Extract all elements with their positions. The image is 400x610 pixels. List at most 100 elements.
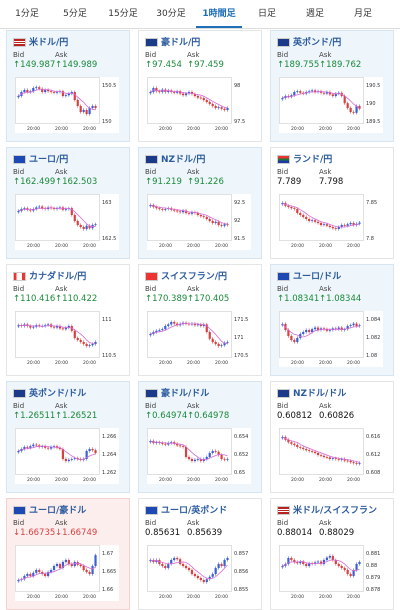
pair-card[interactable]: 英ポンド/円 Bid Ask ↑189.755 ↑189.762 190.5 190 189.… bbox=[270, 30, 394, 142]
pair-title[interactable]: ユーロ/円 bbox=[13, 152, 125, 165]
tab-7[interactable]: 月足 bbox=[353, 9, 372, 19]
price-chart[interactable]: 0.654 0.652 0.65 20:00 20:00 20:00 bbox=[147, 428, 251, 484]
pair-name[interactable]: 豪ドル/ドル bbox=[161, 389, 210, 399]
pair-title[interactable]: 米ドル/スイスフラン bbox=[277, 503, 389, 516]
pair-name[interactable]: NZドル/円 bbox=[161, 155, 206, 165]
candle-body bbox=[319, 223, 323, 225]
pair-name[interactable]: 米ドル/スイスフラン bbox=[293, 506, 378, 516]
candle-body bbox=[70, 92, 73, 94]
moving-average-line bbox=[18, 445, 96, 460]
pair-name[interactable]: NZドル/ドル bbox=[293, 389, 347, 399]
pair-name[interactable]: カナダドル/円 bbox=[29, 272, 87, 282]
tab-1[interactable]: 5分足 bbox=[63, 9, 87, 19]
price-chart[interactable]: 0.616 0.612 0.608 20:00 20:00 20:00 bbox=[279, 428, 383, 484]
eu-flag-icon bbox=[13, 506, 26, 515]
pair-title[interactable]: NZドル/ドル bbox=[277, 386, 389, 399]
pair-card[interactable]: NZドル/円 Bid Ask ↑91.219 ↑91.226 92.5 92 91.5 20:0… bbox=[138, 147, 262, 259]
pair-card[interactable]: 豪ドル/ドル Bid Ask ↑0.64974 ↑0.64978 0.654 0.652 0.… bbox=[138, 381, 262, 493]
bid-value: ↑91.219 bbox=[145, 177, 182, 187]
pair-title[interactable]: 英ポンド/円 bbox=[277, 35, 389, 48]
pair-title[interactable]: ランド/円 bbox=[277, 152, 389, 165]
candle-body bbox=[58, 207, 62, 209]
pair-name[interactable]: ランド/円 bbox=[293, 155, 333, 165]
price-chart[interactable]: 98 97.5 20:00 20:00 20:00 bbox=[147, 77, 251, 133]
candle-body bbox=[94, 555, 97, 566]
pair-title[interactable]: NZドル/円 bbox=[145, 152, 257, 165]
tab-4[interactable]: 1時間足 bbox=[196, 0, 242, 28]
pair-name[interactable]: 米ドル/円 bbox=[29, 38, 69, 48]
tab-6[interactable]: 週足 bbox=[305, 9, 324, 19]
x-tick-label: 20:00 bbox=[319, 477, 332, 483]
pair-title[interactable]: 豪ドル/ドル bbox=[145, 386, 257, 399]
pair-name[interactable]: 英ポンド/円 bbox=[293, 38, 342, 48]
pair-card[interactable]: 英ポンド/ドル Bid Ask ↑1.26511 ↑1.26521 1.266 1.264 1… bbox=[6, 381, 130, 493]
price-chart[interactable]: 0.881 0.88 0.879 0.878 20:00 20:00 20:00 bbox=[279, 545, 383, 601]
ask-value: ↑162.503 bbox=[55, 177, 98, 187]
pair-title[interactable]: ユーロ/豪ドル bbox=[13, 503, 125, 516]
pair-name[interactable]: 英ポンド/ドル bbox=[29, 389, 87, 399]
pair-card[interactable]: スイスフラン/円 Bid Ask ↑170.389 ↑170.405 171.5 171 17… bbox=[138, 264, 262, 376]
candle-body bbox=[328, 92, 331, 95]
y-tick-label: 150.5 bbox=[102, 83, 116, 89]
x-tick-label: 20:00 bbox=[347, 126, 360, 132]
y-tick-label: 0.88 bbox=[366, 563, 377, 569]
candle-body bbox=[55, 326, 59, 328]
pair-name[interactable]: ユーロ/円 bbox=[29, 155, 69, 165]
pair-title[interactable]: 英ポンド/ドル bbox=[13, 386, 125, 399]
price-chart[interactable]: 0.857 0.856 0.855 20:00 20:00 20:00 bbox=[147, 545, 251, 601]
pair-card[interactable]: ユーロ/ドル Bid Ask ↑1.08341 ↑1.08344 1.084 1.082 1.… bbox=[270, 264, 394, 376]
pair-card[interactable]: ユーロ/英ポンド Bid Ask 0.85631 0.85639 0.857 0.856 0.… bbox=[138, 498, 262, 610]
candle-body bbox=[35, 444, 38, 446]
pair-card[interactable]: ユーロ/豪ドル Bid Ask ↓1.66735 ↓1.66749 1.67 1.665 1.… bbox=[6, 498, 130, 610]
pair-card[interactable]: 米ドル/円 Bid Ask ↑149.987 ↑149.989 150.5 150 20:00… bbox=[6, 30, 130, 142]
candle-body bbox=[290, 442, 293, 444]
pair-card[interactable]: NZドル/ドル Bid Ask 0.60812 0.60826 0.616 0.612 0.6… bbox=[270, 381, 394, 493]
candle-body bbox=[340, 566, 343, 568]
pair-title[interactable]: 米ドル/円 bbox=[13, 35, 125, 48]
pair-name[interactable]: 豪ドル/円 bbox=[161, 38, 201, 48]
pair-title[interactable]: ユーロ/ドル bbox=[277, 269, 389, 282]
candle-body bbox=[343, 568, 346, 570]
x-tick-label: 20:00 bbox=[187, 126, 200, 132]
x-tick-label: 20:00 bbox=[55, 243, 68, 249]
au-flag-icon bbox=[145, 389, 158, 398]
price-chart[interactable]: 1.67 1.665 1.66 20:00 20:00 20:00 bbox=[15, 545, 119, 601]
pair-card[interactable]: カナダドル/円 Bid Ask ↑110.416 ↑110.422 111 110.5 20:… bbox=[6, 264, 130, 376]
tab-3[interactable]: 30分足 bbox=[156, 9, 186, 19]
price-chart[interactable]: 150.5 150 20:00 20:00 20:00 bbox=[15, 77, 119, 133]
pair-name[interactable]: ユーロ/豪ドル bbox=[29, 506, 87, 516]
pair-title[interactable]: カナダドル/円 bbox=[13, 269, 125, 282]
candle-body bbox=[316, 453, 320, 455]
price-chart[interactable]: 92.5 92 91.5 20:00 20:00 20:00 bbox=[147, 194, 251, 250]
candle-body bbox=[226, 108, 229, 110]
candle-body bbox=[311, 329, 314, 332]
price-chart[interactable]: 1.266 1.264 1.262 20:00 20:00 20:00 bbox=[15, 428, 119, 484]
price-chart[interactable]: 7.85 7.8 20:00 20:00 20:00 bbox=[279, 194, 383, 250]
candle-body bbox=[94, 224, 97, 225]
tab-2[interactable]: 15分足 bbox=[108, 9, 138, 19]
candlestick-svg: 0.857 0.856 0.855 20:00 20:00 20:00 bbox=[147, 545, 248, 600]
pair-title[interactable]: スイスフラン/円 bbox=[145, 269, 257, 282]
price-chart[interactable]: 111 110.5 20:00 20:00 20:00 bbox=[15, 311, 119, 367]
y-tick-label: 189.5 bbox=[366, 119, 380, 125]
price-chart[interactable]: 190.5 190 189.5 20:00 20:00 20:00 bbox=[279, 77, 383, 133]
price-chart[interactable]: 1.084 1.082 1.08 20:00 20:00 20:00 bbox=[279, 311, 383, 367]
candle-body bbox=[217, 221, 220, 225]
pair-name[interactable]: ユーロ/ドル bbox=[293, 272, 342, 282]
pair-title[interactable]: 豪ドル/円 bbox=[145, 35, 257, 48]
pair-card[interactable]: ユーロ/円 Bid Ask ↑162.499 ↑162.503 163 162.5 20:00… bbox=[6, 147, 130, 259]
pair-name[interactable]: ユーロ/英ポンド bbox=[161, 506, 228, 516]
candle-body bbox=[167, 564, 170, 568]
pair-card[interactable]: 米ドル/スイスフラン Bid Ask 0.88014 0.88029 0.881 0.88 0… bbox=[270, 498, 394, 610]
tab-0[interactable]: 1分足 bbox=[15, 9, 39, 19]
candle-body bbox=[164, 443, 167, 445]
pair-name[interactable]: スイスフラン/円 bbox=[161, 272, 228, 282]
price-chart[interactable]: 163 162.5 20:00 20:00 20:00 bbox=[15, 194, 119, 250]
pair-title[interactable]: ユーロ/英ポンド bbox=[145, 503, 257, 516]
candle-body bbox=[293, 92, 296, 96]
pair-card[interactable]: 豪ドル/円 Bid Ask ↑97.454 ↑97.459 98 97.5 20:00 20:0… bbox=[138, 30, 262, 142]
tab-5[interactable]: 日足 bbox=[257, 9, 276, 19]
pair-card[interactable]: ランド/円 Bid Ask 7.789 7.798 7.85 7.8 20:00 20:00 20… bbox=[270, 147, 394, 259]
candle-body bbox=[281, 203, 284, 205]
price-chart[interactable]: 171.5 171 170.5 20:00 20:00 20:00 bbox=[147, 311, 251, 367]
